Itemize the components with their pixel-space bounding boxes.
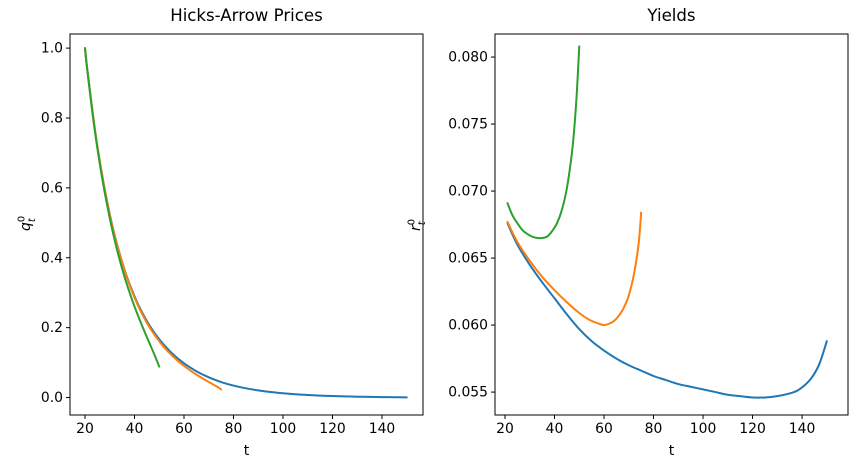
yields-xtick-label: 40: [546, 421, 564, 437]
hicks-arrow-prices-xlabel: t: [244, 443, 250, 459]
hicks-arrow-prices-ytick-label: 0.4: [41, 250, 63, 266]
yields-xlabel: t: [669, 443, 675, 459]
yields-xtick-label: 100: [690, 421, 717, 437]
hicks-arrow-prices-xtick-label: 20: [76, 421, 94, 437]
hicks-arrow-prices-ytick-label: 0.2: [41, 320, 63, 336]
hicks-arrow-prices-axes-box: [69, 33, 424, 416]
yields-xtick-label: 140: [789, 421, 816, 437]
yields-ytick-label: 0.060: [448, 318, 488, 334]
chart-hicks-arrow-prices: 20 40 60 80 100 120 140 0.0 0.2 0.4 0.6 0.8 1.0 Hicks…: [17, 6, 424, 459]
yields-xtick-label: 20: [496, 421, 514, 437]
hicks-arrow-prices-xtick-label: 100: [270, 421, 297, 437]
hicks-arrow-prices-xtick-label: 80: [225, 421, 243, 437]
hicks-arrow-prices-ytick-label: 0.6: [41, 180, 63, 196]
hicks-arrow-prices-ytick-label: 0.0: [41, 390, 63, 406]
yields-ytick-label: 0.080: [448, 50, 488, 66]
hicks-arrow-prices-line-green: [84, 47, 161, 368]
yields-line-orange: [506, 211, 643, 327]
yields-ytick-label: 0.070: [448, 184, 488, 200]
chart-yields: 20 40 60 80 100 120 140 0.055 0.060 0.065 0.070 0.0…: [407, 6, 849, 459]
hicks-arrow-prices-xtick-label: 60: [175, 421, 193, 437]
yields-xtick-label: 60: [595, 421, 613, 437]
yields-ytick-label: 0.065: [448, 251, 488, 267]
yields-line-blue: [506, 222, 828, 399]
yields-axes-box: [494, 33, 849, 416]
hicks-arrow-prices-ylabel: q0t: [17, 216, 39, 231]
hicks-arrow-prices-title: Hicks-Arrow Prices: [170, 6, 323, 25]
hicks-arrow-prices-xtick-label: 40: [126, 421, 144, 437]
hicks-arrow-prices-ytick-label: 1.0: [41, 41, 63, 57]
yields-xtick-label: 80: [645, 421, 663, 437]
hicks-arrow-prices-xtick-label: 140: [369, 421, 396, 437]
yields-line-green: [506, 45, 581, 240]
hicks-arrow-prices-ytick-label: 0.8: [41, 110, 63, 126]
yields-xtick-label: 120: [739, 421, 766, 437]
yields-ytick-label: 0.055: [448, 385, 488, 401]
yields-ytick-label: 0.075: [448, 117, 488, 133]
yields-ylabel: r0t: [407, 219, 429, 231]
yields-title: Yields: [646, 6, 695, 25]
hicks-arrow-prices-xtick-label: 120: [319, 421, 346, 437]
